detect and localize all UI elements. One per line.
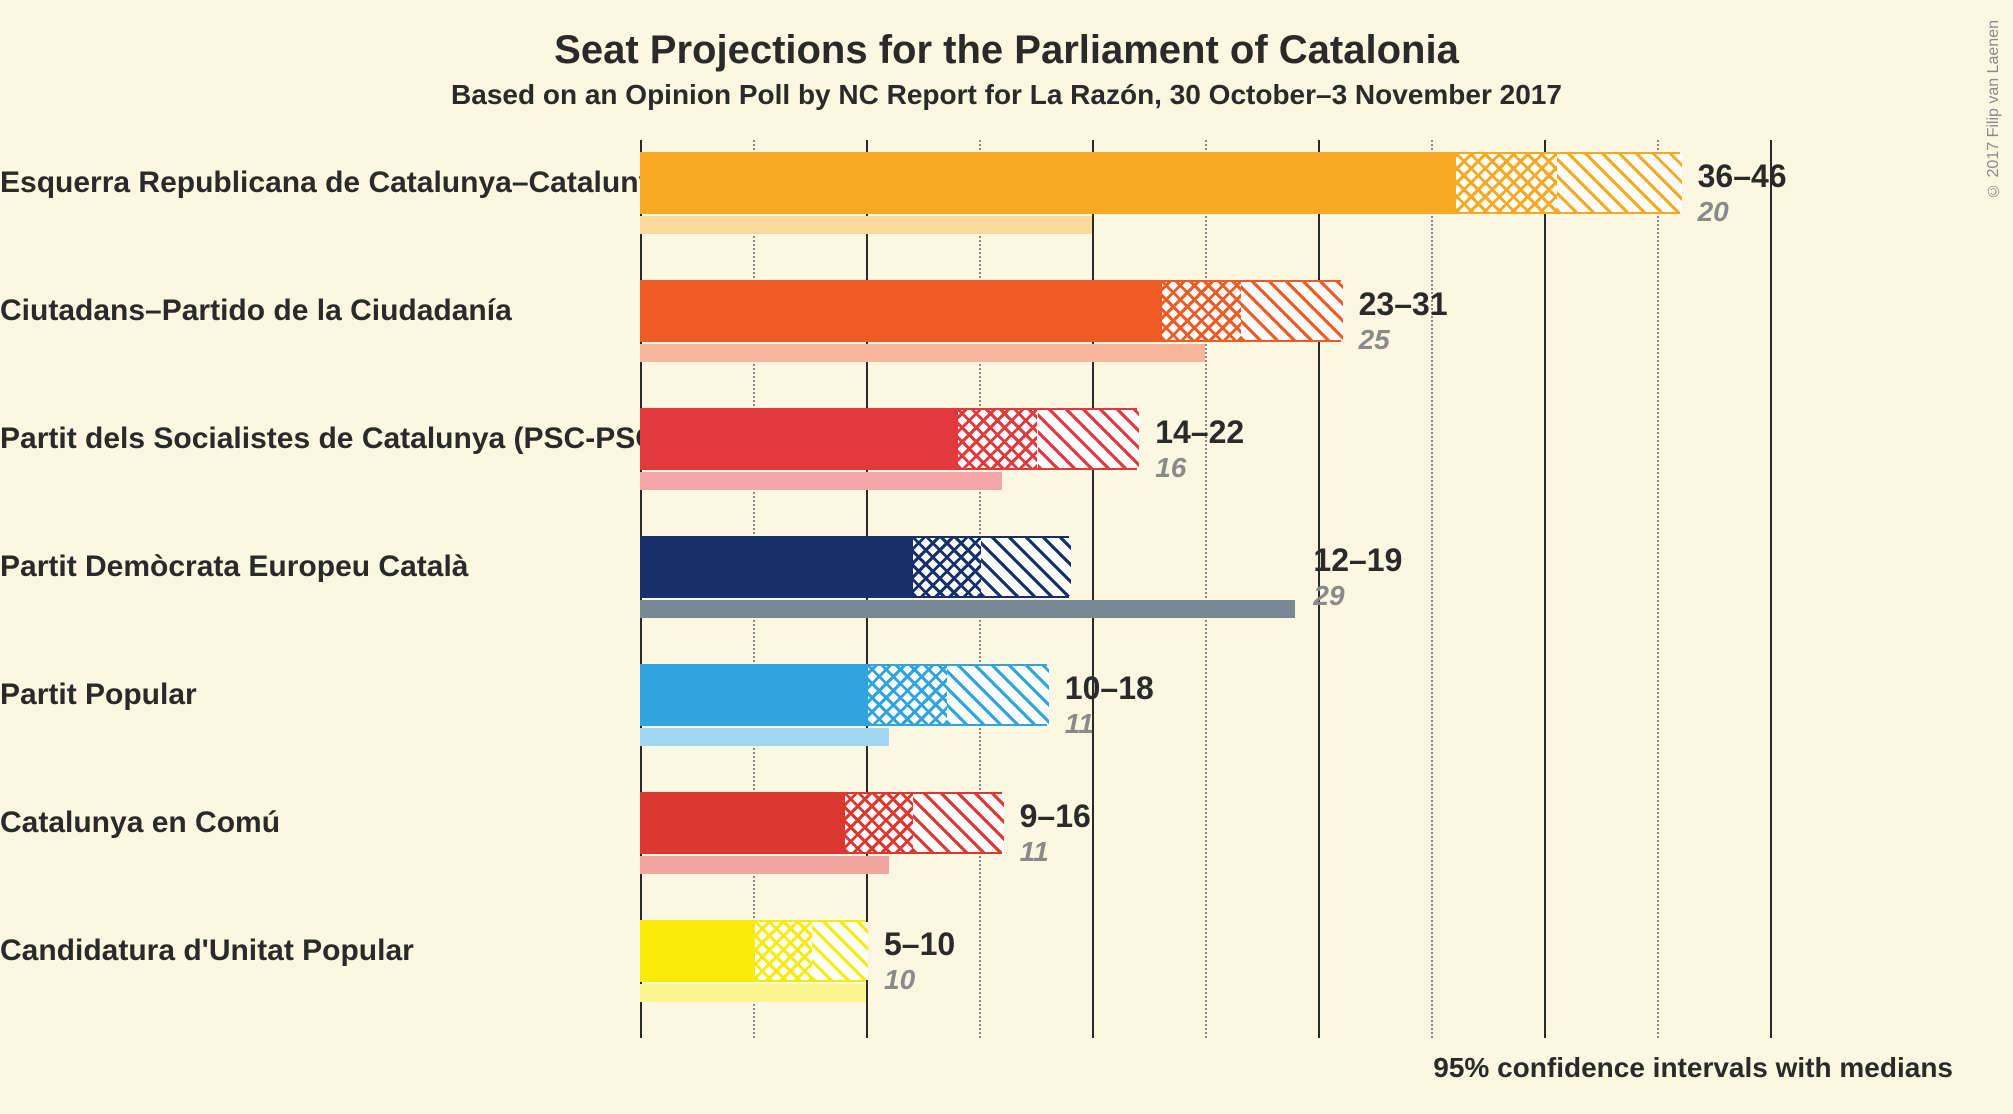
range-label: 23–31 — [1359, 286, 1448, 323]
party-label: Esquerra Republicana de Catalunya–Catalu… — [0, 166, 640, 200]
previous-bar — [640, 728, 889, 746]
bar-seg-solid — [642, 666, 868, 724]
previous-label: 11 — [1020, 836, 1049, 868]
previous-bar — [640, 856, 889, 874]
bar-seg-diagonal — [913, 794, 1003, 852]
bar-seg-diagonal — [1038, 410, 1140, 468]
previous-bar — [640, 216, 1092, 234]
bar-seg-diagonal — [981, 538, 1071, 596]
bar-seg-solid — [642, 282, 1162, 340]
party-row: Partit dels Socialistes de Catalunya (PS… — [0, 408, 2013, 492]
bar-seg-crosshatch — [958, 410, 1037, 468]
party-label: Ciutadans–Partido de la Ciudadanía — [0, 294, 640, 328]
previous-bar — [640, 984, 866, 1002]
range-label: 14–22 — [1155, 414, 1244, 451]
party-label: Catalunya en Comú — [0, 806, 640, 840]
range-label: 9–16 — [1020, 798, 1091, 835]
chart-area: Esquerra Republicana de Catalunya–Catalu… — [0, 140, 2013, 1060]
previous-label: 20 — [1698, 196, 1729, 228]
range-label: 5–10 — [884, 926, 955, 963]
previous-label: 10 — [884, 964, 915, 996]
party-label: Candidatura d'Unitat Popular — [0, 934, 640, 968]
bar-seg-diagonal — [812, 922, 869, 980]
bar-seg-solid — [642, 922, 755, 980]
party-row: Catalunya en Comú 9–1611 — [0, 792, 2013, 876]
party-label: Partit dels Socialistes de Catalunya (PS… — [0, 422, 640, 456]
projection-bar — [640, 664, 1047, 726]
bar-seg-crosshatch — [845, 794, 913, 852]
projection-bar — [640, 792, 1002, 854]
bar-seg-solid — [642, 154, 1456, 212]
bar-seg-diagonal — [947, 666, 1049, 724]
bar-seg-crosshatch — [1162, 282, 1241, 340]
chart-title: Seat Projections for the Parliament of C… — [0, 0, 2013, 73]
party-row: Candidatura d'Unitat Popular 5–1010 — [0, 920, 2013, 1004]
projection-bar — [640, 280, 1341, 342]
bar-seg-crosshatch — [1456, 154, 1558, 212]
projection-bar — [640, 408, 1137, 470]
bar-seg-diagonal — [1241, 282, 1343, 340]
range-label: 10–18 — [1065, 670, 1154, 707]
projection-bar — [640, 152, 1680, 214]
previous-label: 29 — [1313, 580, 1344, 612]
bar-seg-crosshatch — [913, 538, 981, 596]
bar-seg-crosshatch — [868, 666, 947, 724]
bar-seg-diagonal — [1557, 154, 1681, 212]
range-label: 36–46 — [1698, 158, 1787, 195]
footnote: 95% confidence intervals with medians — [1433, 1052, 1953, 1084]
projection-bar — [640, 920, 866, 982]
party-row: Partit Demòcrata Europeu Català 12–1929 — [0, 536, 2013, 620]
copyright: © 2017 Filip van Laenen — [1985, 20, 2003, 199]
party-label: Partit Demòcrata Europeu Català — [0, 550, 640, 584]
previous-bar — [640, 344, 1205, 362]
party-row: Partit Popular 10–1811 — [0, 664, 2013, 748]
chart-subtitle: Based on an Opinion Poll by NC Report fo… — [0, 79, 2013, 111]
bar-seg-solid — [642, 794, 845, 852]
party-row: Esquerra Republicana de Catalunya–Catalu… — [0, 152, 2013, 236]
previous-bar — [640, 600, 1295, 618]
bar-seg-solid — [642, 410, 958, 468]
previous-label: 16 — [1155, 452, 1186, 484]
party-row: Ciutadans–Partido de la Ciudadanía 23–312… — [0, 280, 2013, 364]
previous-bar — [640, 472, 1002, 490]
previous-label: 11 — [1065, 708, 1094, 740]
range-label: 12–19 — [1313, 542, 1402, 579]
previous-label: 25 — [1359, 324, 1390, 356]
bar-seg-solid — [642, 538, 913, 596]
projection-bar — [640, 536, 1069, 598]
party-label: Partit Popular — [0, 678, 640, 712]
bar-seg-crosshatch — [755, 922, 812, 980]
